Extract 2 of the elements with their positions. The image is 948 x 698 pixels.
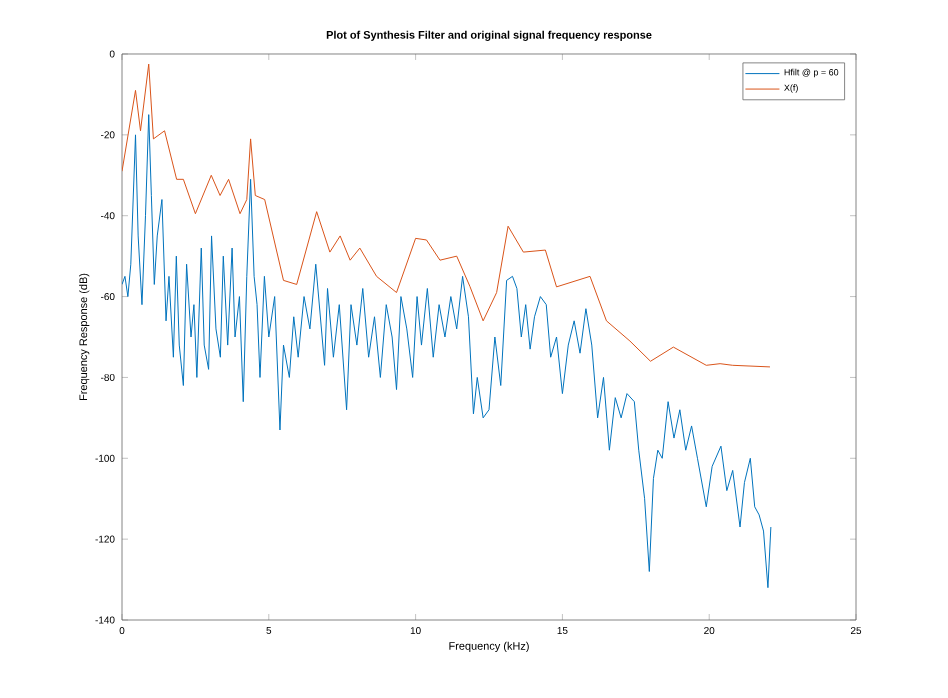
line-series [122,114,772,589]
line-series [122,63,771,368]
